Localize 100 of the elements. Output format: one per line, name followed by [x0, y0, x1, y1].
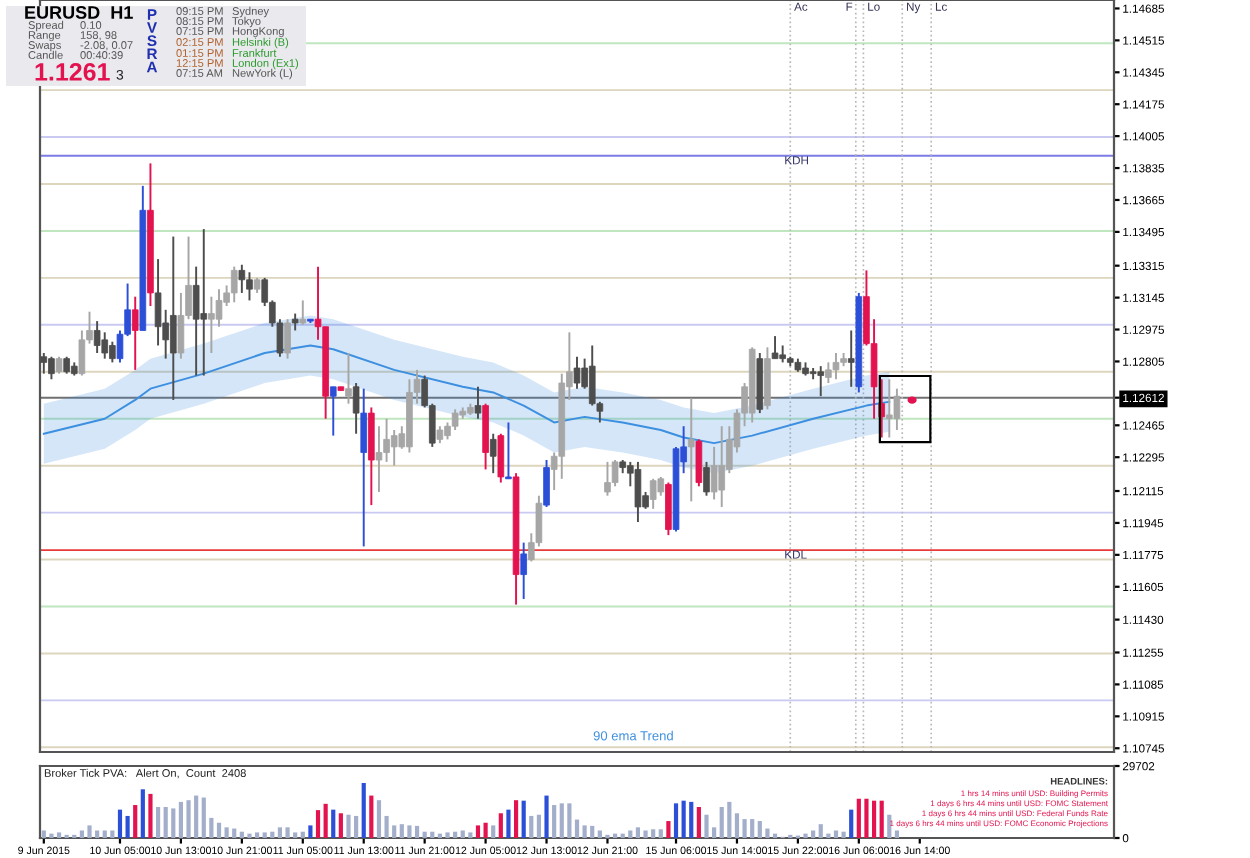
bar: [765, 828, 770, 838]
candlestick: [368, 406, 375, 507]
bar: [651, 829, 656, 838]
bar: [140, 789, 145, 838]
bar: [734, 813, 740, 838]
bar: [719, 806, 724, 838]
candlestick: [497, 432, 505, 484]
candlestick: [284, 318, 291, 360]
bar: [254, 832, 260, 838]
bar: [559, 803, 564, 838]
candlestick: [703, 460, 710, 497]
bar: [750, 819, 755, 838]
bar: [544, 795, 549, 838]
bar: [879, 800, 884, 838]
chart-title: EURUSD H1: [25, 6, 133, 19]
candlestick: [543, 459, 550, 508]
bar: [95, 830, 100, 838]
bar: [87, 825, 92, 838]
bar: [597, 830, 602, 838]
candlestick: [345, 352, 352, 405]
bar: [346, 814, 351, 838]
bar: [414, 825, 420, 838]
bar: [513, 800, 519, 838]
bar: [79, 830, 84, 838]
bar: [811, 830, 816, 838]
bar: [376, 800, 382, 838]
bar: [643, 830, 648, 838]
candlestick: [474, 385, 482, 420]
bar: [498, 813, 503, 838]
bar: [635, 827, 641, 838]
candlestick: [764, 346, 771, 411]
bar: [818, 824, 823, 838]
candlestick: [505, 421, 512, 480]
bar: [460, 830, 465, 838]
bar: [453, 831, 458, 838]
annotation: 1.1261: [35, 63, 110, 81]
candlestick: [109, 340, 116, 364]
bar: [673, 803, 679, 838]
bar: [445, 832, 450, 838]
bar: [887, 814, 892, 838]
bar: [894, 830, 900, 838]
bar: [468, 832, 473, 838]
bar: [628, 830, 633, 838]
bar: [232, 828, 237, 838]
candlestick: [771, 335, 779, 360]
bar: [315, 810, 321, 838]
candlestick: [246, 271, 253, 302]
bar: [689, 801, 694, 838]
bar: [430, 831, 435, 838]
bar: [399, 824, 404, 838]
bar: [361, 782, 366, 838]
bar: [696, 806, 701, 838]
bar: [110, 830, 115, 838]
bar: [163, 806, 168, 838]
bar: [285, 827, 290, 838]
bar: [567, 803, 572, 838]
candlestick: [825, 361, 832, 385]
candlestick: [360, 387, 368, 548]
bar: [338, 813, 343, 838]
bar: [491, 825, 496, 838]
candlestick: [893, 387, 901, 431]
bar: [658, 829, 663, 838]
candlestick: [832, 352, 840, 381]
bar: [293, 832, 298, 838]
bar: [856, 798, 861, 838]
bar: [849, 809, 854, 838]
candlestick: [238, 263, 246, 294]
bar: [871, 800, 877, 838]
bar: [574, 819, 580, 838]
bar: [833, 830, 839, 838]
candlestick: [634, 460, 642, 523]
bar: [475, 825, 481, 838]
candlestick: [604, 460, 611, 497]
bar: [407, 825, 412, 838]
bar: [864, 798, 869, 838]
candlestick: [489, 432, 497, 475]
bar: [216, 822, 222, 838]
bar: [841, 831, 846, 838]
candlestick: [78, 329, 86, 377]
candlestick: [687, 397, 695, 503]
bar: [552, 805, 557, 838]
candlestick: [48, 355, 55, 381]
bar: [536, 814, 542, 838]
bar: [681, 800, 686, 838]
candlestick: [885, 378, 893, 439]
bar: [666, 821, 671, 838]
bar: [529, 815, 534, 838]
bar: [56, 832, 62, 838]
candlestick: [375, 425, 383, 493]
candlestick: [817, 365, 825, 398]
candlestick: [847, 329, 855, 388]
bar: [133, 805, 138, 838]
bar: [117, 809, 123, 838]
bar: [201, 797, 206, 838]
bar: [239, 831, 244, 838]
candlestick: [482, 402, 489, 471]
bar: [194, 795, 199, 838]
candlestick: [230, 265, 238, 304]
bar: [125, 815, 130, 838]
bar: [521, 800, 526, 838]
